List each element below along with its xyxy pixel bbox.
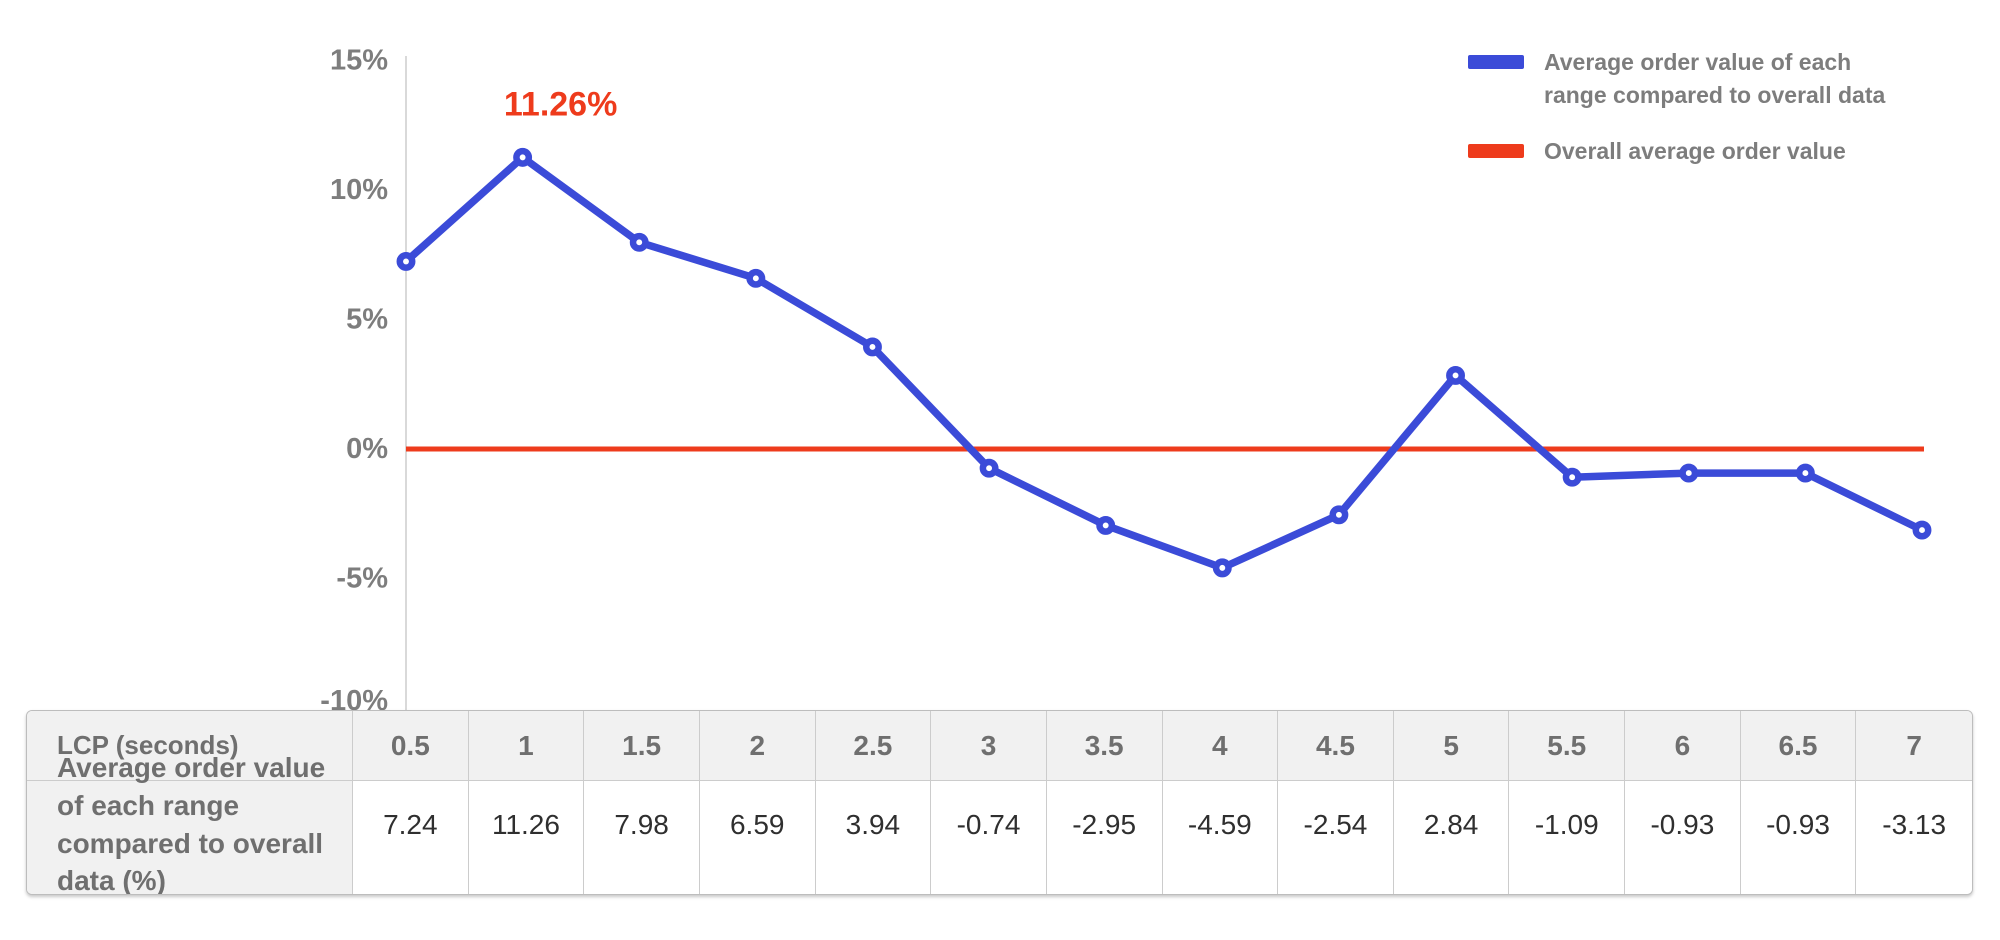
table-header-label-lcp-seconds: LCP (seconds) (27, 711, 353, 781)
chart-legend: Average order value of each range compar… (1468, 46, 1885, 168)
legend-item-overall-average: Overall average order value (1468, 135, 1885, 168)
data-point-marker (1096, 515, 1116, 535)
table-value-cell-aov-percent: 2.84 (1393, 781, 1510, 894)
table-header-cell-lcp: 3 (931, 711, 1047, 781)
table-value-cell-aov-percent: 11.26 (468, 781, 585, 894)
data-point-marker (1212, 558, 1232, 578)
table-header-cell-lcp: 2 (699, 711, 816, 781)
data-point-marker (513, 147, 533, 167)
table-header-cell-lcp: 6.5 (1740, 711, 1857, 781)
table-value-cell-aov-percent: 3.94 (815, 781, 932, 894)
table-header-cell-lcp: 5.5 (1509, 711, 1626, 781)
table-value-cell-aov-percent: -0.93 (1740, 781, 1857, 894)
y-axis-tick-label: 15% (330, 45, 388, 77)
legend-label-line2: range compared to overall data (1544, 82, 1886, 109)
table-header-cell-lcp: 2.5 (815, 711, 932, 781)
table-value-cell-aov-percent: -4.59 (1162, 781, 1279, 894)
table-value-cell-aov-percent: 7.24 (353, 781, 469, 894)
y-axis-tick-label: -5% (336, 563, 388, 595)
table-header-cell-lcp: 0.5 (353, 711, 469, 781)
table-value-cell-aov-percent: -2.95 (1046, 781, 1163, 894)
legend-item-aov-range: Average order value of each range compar… (1468, 46, 1885, 113)
data-point-marker (1679, 463, 1699, 483)
data-point-marker (1795, 463, 1815, 483)
table-value-cell-aov-percent: 6.59 (699, 781, 816, 894)
legend-label-aov-range: Average order value of each range compar… (1544, 46, 1885, 113)
data-point-marker (396, 252, 416, 271)
table-header-cell-lcp: 6 (1625, 711, 1741, 781)
table-header-cell-lcp: 7 (1856, 711, 1972, 781)
data-point-marker (1912, 520, 1932, 540)
data-point-marker (863, 337, 882, 357)
table-row-label-aov-percent: Average order value of each range compar… (27, 752, 353, 894)
data-point-marker (1446, 365, 1465, 385)
legend-swatch-red (1468, 143, 1524, 158)
data-point-marker (1562, 467, 1582, 487)
peak-value-annotation: 11.26% (504, 85, 617, 123)
y-axis-tick-label: -10% (320, 685, 388, 712)
legend-label-line1: Overall average order value (1544, 137, 1846, 164)
table-value-cell-aov-percent: -2.54 (1278, 781, 1394, 894)
table-header-cell-lcp: 4 (1162, 711, 1279, 781)
aov-trend-line (402, 153, 1926, 572)
aov-lcp-line-chart: 15% 10% 5% 0% -5% -10% 11.26% (320, 45, 1932, 712)
table-value-cell-aov-percent: 7.98 (584, 781, 700, 894)
table-header-cell-lcp: 1.5 (584, 711, 700, 781)
table-header-cell-lcp: 4.5 (1278, 711, 1394, 781)
table-value-cell-aov-percent: -0.93 (1625, 781, 1741, 894)
table-value-cell-aov-percent: -1.09 (1509, 781, 1626, 894)
y-axis-tick-label: 10% (330, 174, 388, 206)
legend-label-overall-average: Overall average order value (1544, 135, 1846, 168)
data-point-marker (746, 268, 766, 288)
table-value-cell-aov-percent: -0.74 (931, 781, 1047, 894)
data-point-marker (1329, 505, 1349, 525)
table-header-cell-lcp: 5 (1393, 711, 1510, 781)
y-axis-tick-label: 0% (346, 433, 388, 465)
legend-swatch-blue (1468, 55, 1524, 69)
data-point-marker (629, 232, 649, 252)
data-point-marker (979, 458, 999, 478)
lcp-aov-table: LCP (seconds) 0.5 1 1.5 2 2.5 3 3.5 4 4.5 5 5.5 6 6.… (26, 710, 1973, 895)
table-value-cell-aov-percent: -3.13 (1856, 781, 1972, 894)
table-header-cell-lcp: 3.5 (1046, 711, 1163, 781)
y-axis-tick-label: 5% (346, 304, 388, 336)
table-header-cell-lcp: 1 (468, 711, 585, 781)
legend-label-line1: Average order value of each (1544, 49, 1852, 75)
